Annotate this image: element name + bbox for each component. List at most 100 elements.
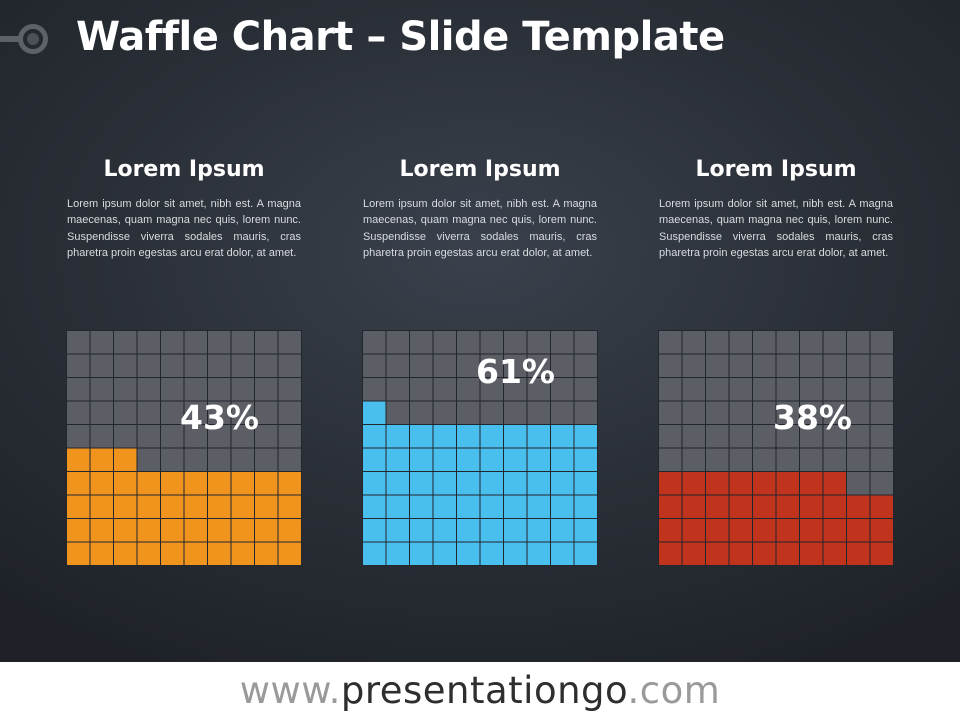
waffle-cell-empty (231, 425, 254, 448)
column-1: Lorem Ipsum Lorem ipsum dolor sit amet, … (67, 150, 301, 262)
footer-url-suffix: .com (627, 669, 721, 712)
waffle-cell-filled (776, 472, 799, 495)
waffle-cell-filled (278, 472, 301, 495)
waffle-cell-filled (659, 542, 682, 565)
waffle-cell-filled (114, 542, 137, 565)
waffle-cell-empty (231, 378, 254, 401)
waffle-cell-empty (659, 331, 682, 354)
waffle-cell-empty (527, 378, 550, 401)
waffle-cell-empty (551, 331, 574, 354)
waffle-cell-filled (729, 519, 752, 542)
waffle-cell-filled (706, 542, 729, 565)
waffle-cell-filled (870, 542, 893, 565)
waffle-cell-empty (574, 331, 597, 354)
waffle-cell-filled (504, 519, 527, 542)
waffle-cell-empty (255, 448, 278, 471)
waffle-cell-empty (753, 378, 776, 401)
waffle-cell-empty (278, 331, 301, 354)
waffle-cell-empty (682, 448, 705, 471)
title-decoration-line (0, 36, 20, 42)
waffle-cell-empty (161, 354, 184, 377)
waffle-cell-empty (480, 354, 503, 377)
waffle-cell-empty (729, 331, 752, 354)
waffle-grid (363, 331, 597, 565)
waffle-cell-filled (161, 519, 184, 542)
waffle-cell-empty (504, 354, 527, 377)
waffle-cell-filled (208, 472, 231, 495)
footer-website-link[interactable]: www.presentationgo.com (240, 669, 721, 712)
waffle-cell-empty (870, 378, 893, 401)
waffle-cell-empty (776, 401, 799, 424)
waffle-cell-empty (386, 378, 409, 401)
waffle-cell-filled (682, 519, 705, 542)
waffle-cell-empty (255, 378, 278, 401)
waffle-cell-filled (551, 472, 574, 495)
waffle-cell-empty (208, 401, 231, 424)
waffle-cell-empty (574, 378, 597, 401)
waffle-cell-empty (231, 331, 254, 354)
waffle-cell-empty (823, 378, 846, 401)
waffle-cell-empty (363, 354, 386, 377)
waffle-cell-empty (800, 354, 823, 377)
waffle-cell-filled (208, 519, 231, 542)
waffle-cell-filled (800, 542, 823, 565)
waffle-cell-filled (659, 495, 682, 518)
percentage-label: 38% (773, 398, 852, 437)
waffle-cell-empty (776, 378, 799, 401)
waffle-cell-empty (67, 378, 90, 401)
waffle-cell-filled (433, 448, 456, 471)
waffle-cell-filled (255, 519, 278, 542)
waffle-cell-empty (753, 331, 776, 354)
waffle-cell-empty (278, 401, 301, 424)
waffle-cell-empty (870, 331, 893, 354)
waffle-cell-filled (480, 425, 503, 448)
waffle-cell-filled (386, 448, 409, 471)
waffle-cell-filled (776, 495, 799, 518)
waffle-cell-filled (457, 472, 480, 495)
waffle-cell-empty (114, 331, 137, 354)
waffle-cell-empty (527, 401, 550, 424)
waffle-cell-filled (386, 425, 409, 448)
waffle-cell-filled (90, 448, 113, 471)
waffle-cell-empty (659, 448, 682, 471)
waffle-cell-empty (67, 401, 90, 424)
waffle-cell-empty (255, 331, 278, 354)
waffle-cell-empty (776, 354, 799, 377)
waffle-cell-empty (823, 401, 846, 424)
waffle-cell-empty (457, 354, 480, 377)
waffle-cell-empty (278, 354, 301, 377)
waffle-cell-filled (137, 542, 160, 565)
waffle-chart-1 (66, 330, 302, 566)
waffle-cell-empty (114, 378, 137, 401)
waffle-cell-filled (800, 495, 823, 518)
waffle-cell-empty (847, 354, 870, 377)
waffle-cell-filled (574, 425, 597, 448)
waffle-cell-filled (706, 472, 729, 495)
waffle-cell-filled (363, 448, 386, 471)
waffle-cell-filled (574, 495, 597, 518)
waffle-cell-empty (208, 354, 231, 377)
waffle-cell-filled (480, 448, 503, 471)
waffle-cell-filled (706, 495, 729, 518)
waffle-cell-empty (278, 378, 301, 401)
waffle-cell-filled (504, 425, 527, 448)
waffle-cell-filled (776, 542, 799, 565)
waffle-cell-filled (823, 542, 846, 565)
waffle-cell-filled (776, 519, 799, 542)
waffle-cell-empty (753, 425, 776, 448)
waffle-cell-empty (255, 425, 278, 448)
waffle-cell-filled (753, 495, 776, 518)
waffle-cell-filled (457, 519, 480, 542)
waffle-cell-filled (184, 519, 207, 542)
waffle-cell-filled (823, 472, 846, 495)
waffle-cell-empty (278, 425, 301, 448)
column-3: Lorem Ipsum Lorem ipsum dolor sit amet, … (659, 150, 893, 262)
waffle-cell-filled (90, 519, 113, 542)
waffle-cell-filled (504, 472, 527, 495)
column-heading: Lorem Ipsum (695, 157, 857, 182)
waffle-cell-empty (457, 378, 480, 401)
waffle-cell-filled (114, 448, 137, 471)
waffle-cell-filled (433, 495, 456, 518)
waffle-cell-empty (161, 331, 184, 354)
waffle-cell-empty (137, 354, 160, 377)
